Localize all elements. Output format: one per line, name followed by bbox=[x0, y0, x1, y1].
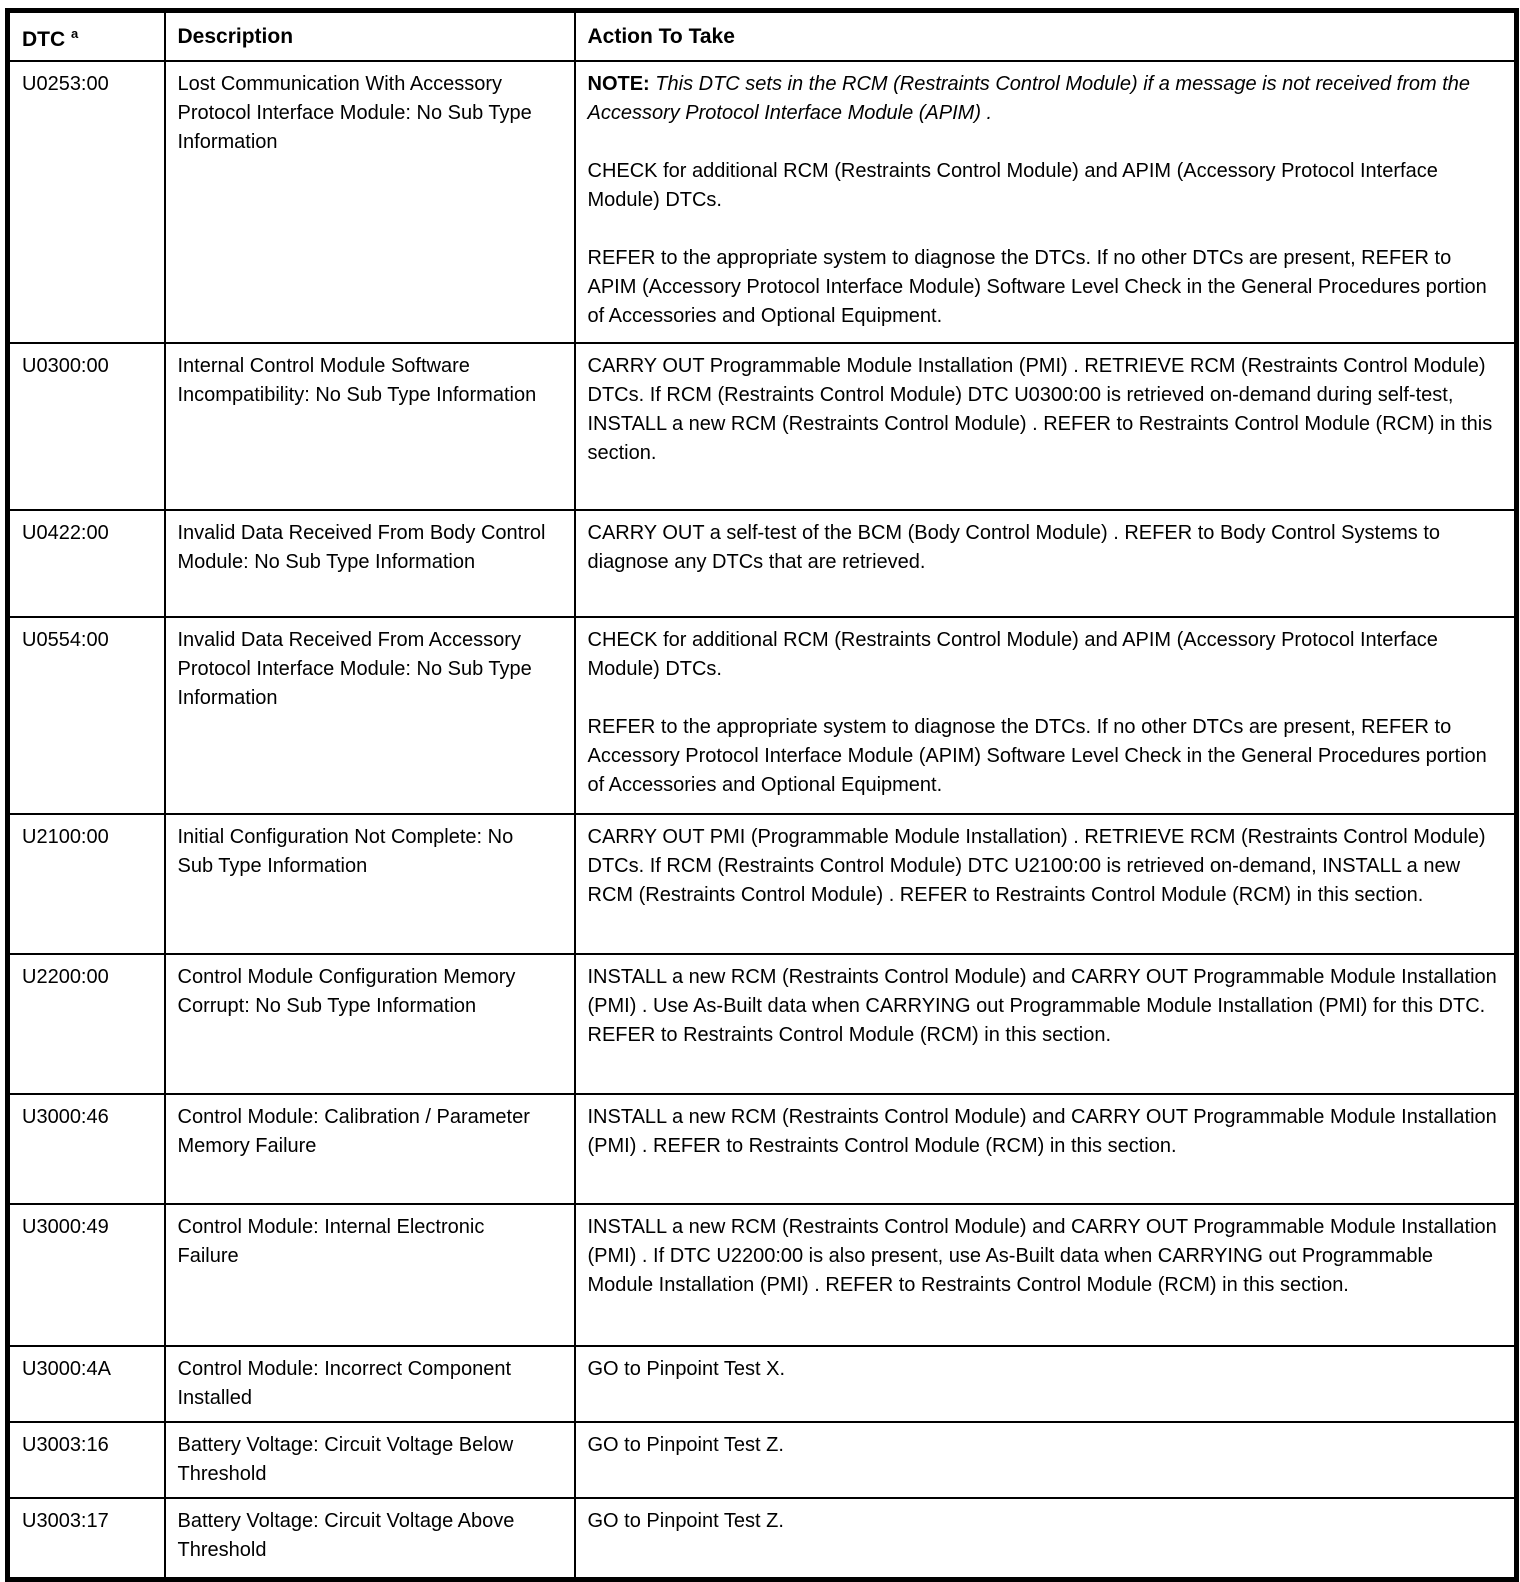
action-paragraph: CARRY OUT a self-test of the BCM (Body C… bbox=[587, 522, 1441, 573]
description-cell: Battery Voltage: Circuit Voltage Above T… bbox=[163, 1497, 576, 1581]
action-paragraph: REFER to the appropriate system to diagn… bbox=[587, 247, 1487, 327]
action-cell: GO to Pinpoint Test Z. bbox=[573, 1497, 1518, 1581]
action-paragraph: INSTALL a new RCM (Restraints Control Mo… bbox=[587, 1106, 1497, 1157]
action-paragraph: REFER to the appropriate system to diagn… bbox=[587, 716, 1487, 796]
dtc-cell: U3000:46 bbox=[6, 1093, 166, 1205]
table-row: U0253:00 Lost Communication With Accesso… bbox=[6, 60, 1518, 344]
action-paragraph: CARRY OUT PMI (Programmable Module Insta… bbox=[587, 826, 1486, 906]
action-paragraph: GO to Pinpoint Test X. bbox=[587, 1358, 786, 1380]
action-cell: NOTE: This DTC sets in the RCM (Restrain… bbox=[573, 60, 1518, 344]
action-paragraph: INSTALL a new RCM (Restraints Control Mo… bbox=[587, 966, 1497, 1046]
table-row: U3000:46 Control Module: Calibration / P… bbox=[6, 1093, 1518, 1205]
dtc-column-header: DTC a bbox=[6, 9, 166, 62]
action-cell: CARRY OUT a self-test of the BCM (Body C… bbox=[573, 509, 1518, 618]
dtc-footnote-marker: a bbox=[71, 26, 79, 41]
action-cell: CARRY OUT PMI (Programmable Module Insta… bbox=[573, 813, 1518, 955]
action-cell: INSTALL a new RCM (Restraints Control Mo… bbox=[573, 1203, 1518, 1347]
table-row: U3003:17 Battery Voltage: Circuit Voltag… bbox=[6, 1497, 1518, 1581]
description-cell: Invalid Data Received From Body Control … bbox=[163, 509, 576, 618]
description-cell: Control Module Configuration Memory Corr… bbox=[163, 953, 576, 1095]
table-row: U0300:00 Internal Control Module Softwar… bbox=[6, 342, 1518, 511]
dtc-cell: U2100:00 bbox=[6, 813, 166, 955]
dtc-cell: U3003:17 bbox=[6, 1497, 166, 1581]
action-paragraph: CARRY OUT Programmable Module Installati… bbox=[587, 355, 1493, 464]
table-header-row: DTC a Description Action To Take bbox=[6, 9, 1518, 62]
table-row: U2100:00 Initial Configuration Not Compl… bbox=[6, 813, 1518, 955]
action-cell: INSTALL a new RCM (Restraints Control Mo… bbox=[573, 1093, 1518, 1205]
dtc-cell: U0422:00 bbox=[6, 509, 166, 618]
action-cell: GO to Pinpoint Test X. bbox=[573, 1345, 1518, 1423]
note-paragraph: NOTE: This DTC sets in the RCM (Restrain… bbox=[588, 70, 1505, 128]
dtc-table: DTC a Description Action To Take U0253:0… bbox=[5, 8, 1519, 1582]
description-cell: Invalid Data Received From Accessory Pro… bbox=[163, 616, 576, 815]
table-row: U2200:00 Control Module Configuration Me… bbox=[6, 953, 1518, 1095]
table-row: U0422:00 Invalid Data Received From Body… bbox=[6, 509, 1518, 618]
dtc-header-label: DTC bbox=[22, 28, 66, 51]
description-cell: Control Module: Incorrect Component Inst… bbox=[163, 1345, 576, 1423]
description-cell: Control Module: Calibration / Parameter … bbox=[163, 1093, 576, 1205]
action-column-header: Action To Take bbox=[573, 9, 1518, 62]
action-cell: GO to Pinpoint Test Z. bbox=[573, 1421, 1518, 1499]
dtc-cell: U3000:49 bbox=[6, 1203, 166, 1347]
action-paragraph: GO to Pinpoint Test Z. bbox=[587, 1510, 784, 1532]
dtc-cell: U0300:00 bbox=[6, 342, 166, 511]
action-paragraph: CHECK for additional RCM (Restraints Con… bbox=[587, 160, 1438, 211]
table-row: U3000:49 Control Module: Internal Electr… bbox=[6, 1203, 1518, 1347]
dtc-cell: U3003:16 bbox=[6, 1421, 166, 1499]
action-paragraph: INSTALL a new RCM (Restraints Control Mo… bbox=[587, 1216, 1497, 1296]
description-cell: Internal Control Module Software Incompa… bbox=[163, 342, 576, 511]
table-row: U0554:00 Invalid Data Received From Acce… bbox=[6, 616, 1518, 815]
table-row: U3003:16 Battery Voltage: Circuit Voltag… bbox=[6, 1421, 1518, 1499]
dtc-cell: U2200:00 bbox=[6, 953, 166, 1095]
action-cell: CHECK for additional RCM (Restraints Con… bbox=[573, 616, 1518, 815]
dtc-cell: U0554:00 bbox=[6, 616, 166, 815]
note-text: This DTC sets in the RCM (Restraints Con… bbox=[587, 73, 1471, 124]
dtc-cell: U3000:4A bbox=[6, 1345, 166, 1423]
description-cell: Control Module: Internal Electronic Fail… bbox=[163, 1203, 576, 1347]
action-paragraph: CHECK for additional RCM (Restraints Con… bbox=[587, 629, 1438, 680]
dtc-cell: U0253:00 bbox=[6, 60, 166, 344]
description-column-header: Description bbox=[163, 9, 576, 62]
action-cell: INSTALL a new RCM (Restraints Control Mo… bbox=[573, 953, 1518, 1095]
description-cell: Lost Communication With Accessory Protoc… bbox=[163, 60, 576, 344]
action-cell: CARRY OUT Programmable Module Installati… bbox=[573, 342, 1518, 511]
table-row: U3000:4A Control Module: Incorrect Compo… bbox=[6, 1345, 1518, 1423]
description-cell: Battery Voltage: Circuit Voltage Below T… bbox=[163, 1421, 576, 1499]
description-cell: Initial Configuration Not Complete: No S… bbox=[163, 813, 576, 955]
note-label: NOTE: bbox=[587, 73, 650, 95]
action-paragraph: GO to Pinpoint Test Z. bbox=[587, 1434, 784, 1456]
